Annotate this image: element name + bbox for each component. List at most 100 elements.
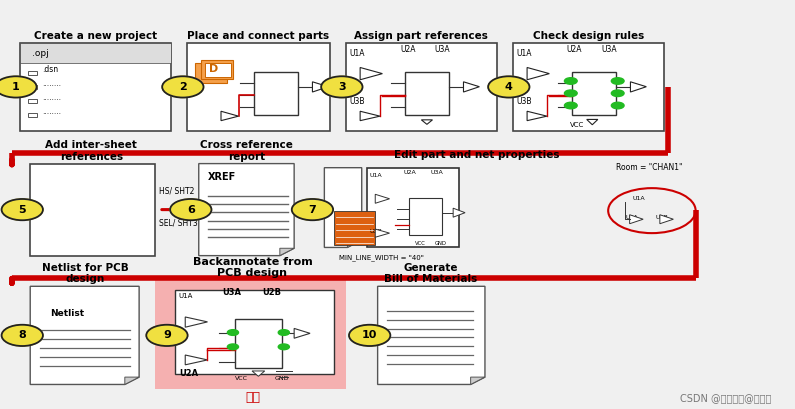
Text: ........: ........	[42, 79, 61, 88]
Polygon shape	[185, 355, 207, 365]
Text: 10: 10	[362, 330, 378, 340]
Text: 3: 3	[338, 82, 346, 92]
FancyBboxPatch shape	[334, 211, 375, 245]
Text: U2A: U2A	[567, 45, 582, 54]
Text: U3A: U3A	[223, 288, 242, 297]
Text: 反标: 反标	[245, 391, 260, 404]
Text: U3A: U3A	[602, 45, 618, 54]
Polygon shape	[527, 67, 549, 80]
FancyBboxPatch shape	[28, 113, 37, 117]
FancyBboxPatch shape	[28, 85, 37, 89]
Text: .opj: .opj	[32, 49, 48, 58]
Text: 1: 1	[12, 82, 20, 92]
Polygon shape	[185, 317, 207, 327]
FancyBboxPatch shape	[513, 43, 664, 131]
Polygon shape	[421, 120, 432, 124]
Polygon shape	[360, 111, 380, 121]
Text: Netlist: Netlist	[50, 309, 84, 318]
FancyBboxPatch shape	[201, 60, 233, 79]
Circle shape	[162, 76, 204, 97]
Polygon shape	[125, 377, 139, 384]
Text: Room = "CHAN1": Room = "CHAN1"	[616, 163, 683, 172]
Circle shape	[611, 90, 624, 97]
Polygon shape	[375, 229, 390, 237]
Circle shape	[564, 102, 577, 109]
Text: VCC: VCC	[570, 122, 584, 128]
Text: Add inter-sheet
references: Add inter-sheet references	[45, 140, 138, 162]
Polygon shape	[312, 82, 328, 92]
FancyBboxPatch shape	[30, 164, 155, 256]
Polygon shape	[347, 240, 362, 247]
Text: 6: 6	[187, 204, 195, 215]
FancyBboxPatch shape	[155, 278, 346, 389]
FancyBboxPatch shape	[572, 72, 616, 115]
Text: U1A: U1A	[632, 196, 645, 201]
Polygon shape	[280, 248, 294, 256]
Text: MIN_LINE_WIDTH = "40": MIN_LINE_WIDTH = "40"	[339, 254, 425, 261]
FancyBboxPatch shape	[405, 72, 449, 115]
Text: VCC: VCC	[415, 241, 426, 246]
Circle shape	[564, 78, 577, 84]
Circle shape	[2, 199, 43, 220]
Text: 4: 4	[505, 82, 513, 92]
Polygon shape	[324, 168, 362, 247]
Text: SEL/ SHT3: SEL/ SHT3	[159, 219, 198, 228]
Polygon shape	[587, 119, 598, 125]
Text: U3B: U3B	[370, 229, 382, 234]
Polygon shape	[630, 215, 643, 224]
FancyBboxPatch shape	[235, 319, 282, 368]
Text: ........: ........	[42, 93, 61, 102]
Text: 7: 7	[308, 204, 316, 215]
Text: XREF: XREF	[208, 172, 237, 182]
Text: U1A: U1A	[370, 173, 382, 178]
Text: GND: GND	[274, 376, 289, 381]
Polygon shape	[30, 286, 139, 384]
Text: Check design rules: Check design rules	[533, 31, 644, 41]
Text: Backannotate from
PCB design: Backannotate from PCB design	[192, 256, 312, 278]
Polygon shape	[221, 111, 238, 121]
Text: 5: 5	[18, 204, 26, 215]
Text: 8: 8	[18, 330, 26, 340]
FancyBboxPatch shape	[20, 43, 171, 131]
Text: U1A: U1A	[179, 293, 193, 299]
Polygon shape	[527, 111, 547, 121]
Text: U2B: U2B	[262, 288, 281, 297]
Polygon shape	[630, 82, 646, 92]
FancyBboxPatch shape	[28, 71, 37, 75]
FancyBboxPatch shape	[254, 72, 298, 115]
Text: Cross reference
report: Cross reference report	[200, 140, 293, 162]
Circle shape	[278, 330, 289, 335]
Circle shape	[170, 199, 211, 220]
Circle shape	[564, 90, 577, 97]
Circle shape	[227, 330, 238, 335]
Circle shape	[321, 76, 363, 97]
FancyBboxPatch shape	[205, 63, 231, 77]
Circle shape	[488, 76, 529, 97]
Circle shape	[146, 325, 188, 346]
Polygon shape	[378, 286, 485, 384]
Polygon shape	[375, 194, 390, 203]
Text: U3A: U3A	[431, 170, 444, 175]
Text: U3B: U3B	[517, 97, 532, 106]
FancyBboxPatch shape	[346, 43, 497, 131]
Text: D: D	[209, 64, 219, 74]
FancyBboxPatch shape	[175, 290, 334, 374]
Text: Netlist for PCB
design: Netlist for PCB design	[41, 263, 129, 284]
Text: U3A: U3A	[626, 215, 638, 220]
FancyBboxPatch shape	[409, 198, 442, 235]
Circle shape	[278, 344, 289, 350]
Text: U3B: U3B	[656, 215, 669, 220]
Circle shape	[0, 76, 37, 97]
Text: U2A: U2A	[400, 45, 415, 54]
Text: U1A: U1A	[517, 49, 532, 58]
FancyBboxPatch shape	[367, 168, 459, 247]
Circle shape	[349, 325, 390, 346]
Circle shape	[2, 325, 43, 346]
FancyBboxPatch shape	[195, 63, 227, 83]
Circle shape	[611, 78, 624, 84]
Text: U2A: U2A	[403, 170, 416, 175]
Text: Place and connect parts: Place and connect parts	[188, 31, 329, 41]
Text: Assign part references: Assign part references	[355, 31, 488, 41]
Text: CSDN @阳光宅男@李光熔: CSDN @阳光宅男@李光熔	[680, 393, 771, 403]
Polygon shape	[463, 82, 479, 92]
